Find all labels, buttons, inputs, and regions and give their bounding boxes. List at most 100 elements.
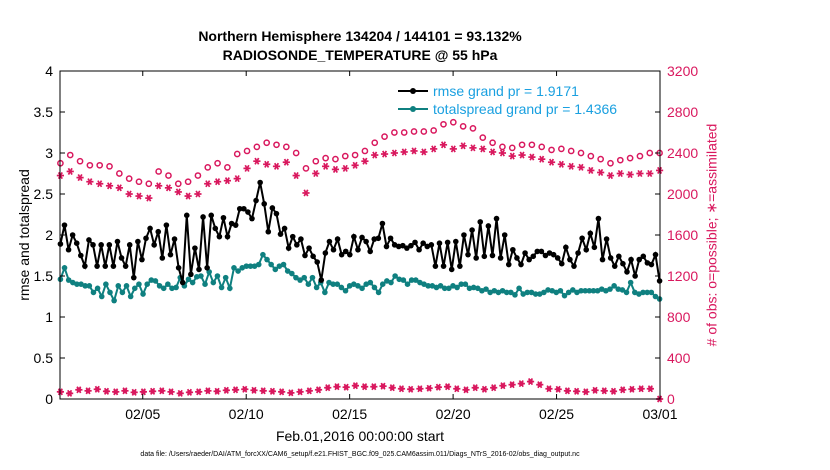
rmse-point (432, 263, 439, 269)
totalspread-point (652, 293, 659, 300)
totalspread-point (284, 268, 291, 274)
ticks-layer: 0 0.5 1 1.5 2 2.5 3 3.5 4 0 400 800 1200 1600 2000 2400… (34, 63, 699, 422)
obs-assimilated-point (636, 169, 644, 178)
rmse-point (171, 236, 178, 242)
totalspread-point (425, 283, 431, 289)
obs-bottom-assimilated-point (75, 386, 83, 394)
totalspread-point (185, 276, 192, 283)
rmse-point (241, 205, 247, 212)
totalspread-point (623, 289, 630, 296)
rmse-point (318, 277, 325, 283)
obs-assimilated-point (626, 170, 634, 179)
x-tick-label: 02/05 (125, 406, 160, 422)
obs-assimilated-point (567, 162, 575, 170)
obs-assimilated-point (538, 155, 546, 163)
totalspread-point (607, 286, 613, 292)
rmse-point (611, 263, 618, 269)
obs-possible-point (282, 143, 290, 151)
rmse-point (273, 210, 280, 217)
obs-possible-point (135, 178, 143, 186)
rmse-point (106, 242, 113, 248)
series-layer (56, 118, 664, 403)
rmse-point (175, 265, 182, 271)
rmse-point (204, 265, 210, 271)
obs-bottom-assimilated-point (646, 385, 654, 393)
y-tick-label: 1.5 (34, 268, 54, 284)
rmse-point (285, 245, 292, 251)
legend-marker (410, 106, 416, 112)
obs-bottom-assimilated-point (278, 388, 286, 396)
obs-possible-point (263, 139, 271, 147)
totalspread-point (144, 281, 150, 288)
obs-assimilated-point (646, 169, 654, 178)
rmse-line (59, 182, 661, 283)
rmse-point (298, 236, 304, 242)
rmse-point (379, 220, 386, 227)
totalspread-point (231, 265, 237, 271)
obs-bottom-assimilated-point (130, 388, 138, 396)
rmse-point (624, 269, 630, 275)
totalspread-point (243, 263, 250, 269)
obs-assimilated-point (508, 152, 516, 160)
totalspread-point (268, 261, 274, 268)
obs-possible-point (381, 133, 388, 140)
obs-possible-point (420, 128, 428, 135)
rmse-point (620, 260, 626, 267)
obs-possible-point (636, 152, 644, 160)
rmse-point (493, 215, 500, 222)
totalspread-point (297, 277, 303, 283)
rmse-point (457, 263, 463, 269)
obs-possible-point (607, 159, 614, 167)
obs-assimilated-point (204, 180, 212, 188)
rmse-point (326, 238, 333, 245)
totalspread-point (247, 263, 254, 269)
rmse-point (261, 201, 268, 207)
rmse-point (322, 250, 329, 256)
totalspread-point (454, 284, 460, 291)
obs-possible-point (626, 154, 634, 162)
rmse-point (208, 212, 215, 219)
totalspread-point (289, 270, 295, 277)
rmse-point (77, 252, 84, 259)
obs-assimilated-point (439, 141, 448, 149)
totalspread-point (570, 287, 576, 293)
obs-bottom-assimilated-point (388, 384, 396, 392)
obs-assimilated-point (380, 150, 389, 158)
rmse-point (330, 246, 337, 253)
totalspread-point (160, 285, 167, 292)
obs-bottom-assimilated-point (600, 387, 608, 395)
rmse-point (469, 227, 475, 233)
obs-assimilated-point (312, 169, 320, 178)
rmse-point (216, 233, 223, 240)
totalspread-point (293, 274, 299, 281)
obs-assimilated-point (616, 169, 624, 178)
obs-bottom-assimilated-point (305, 387, 313, 395)
rmse-point (616, 253, 622, 260)
obs-possible-point (76, 157, 84, 165)
totalspread-point (65, 277, 72, 283)
obs-bottom-assimilated-point (204, 387, 212, 395)
obs-assimilated-point (430, 145, 438, 153)
rmse-point (387, 235, 394, 242)
rmse-point (359, 234, 365, 241)
obs-assimilated-point (223, 177, 231, 185)
y2-tick-label: 0 (667, 391, 675, 407)
obs-possible-point (165, 172, 172, 179)
rmse-point (412, 239, 418, 246)
rmse-point (220, 214, 227, 221)
obs-assimilated-point (86, 178, 94, 186)
totalspread-point (301, 274, 308, 281)
totalspread-point (322, 289, 328, 296)
obs-assimilated-point (577, 163, 585, 171)
rmse-point (599, 256, 606, 263)
totalspread-point (557, 287, 564, 294)
obs-assimilated-point (213, 178, 222, 186)
rmse-point (192, 245, 198, 251)
rmse-point (652, 251, 659, 258)
rmse-point (65, 246, 72, 253)
rmse-point (375, 235, 382, 242)
obs-possible-point (214, 159, 221, 167)
totalspread-point (367, 279, 374, 286)
totalspread-point (619, 287, 626, 293)
